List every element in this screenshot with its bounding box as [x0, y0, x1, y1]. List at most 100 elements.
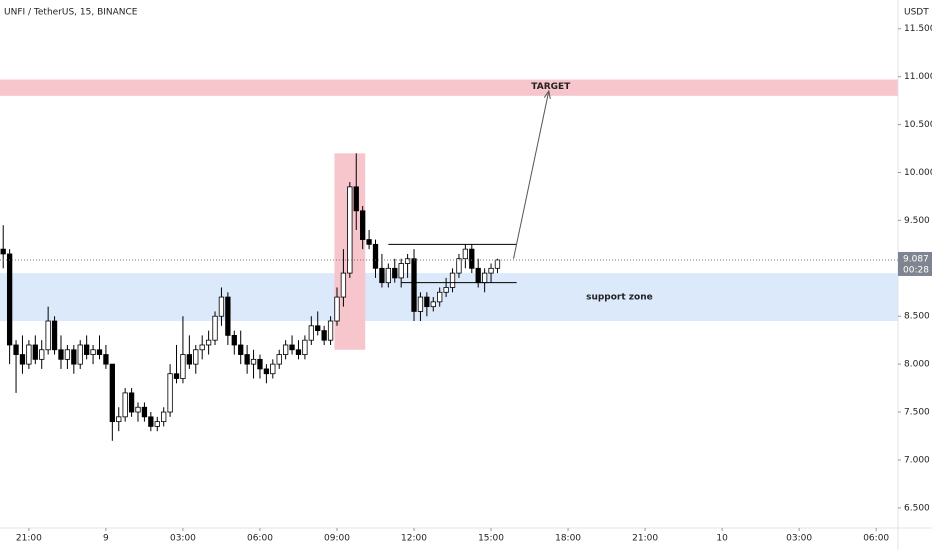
candle-body	[437, 291, 443, 303]
candle-body	[456, 258, 462, 274]
candle-body	[0, 248, 6, 255]
y-tick-label: 9.500	[904, 216, 930, 226]
candle-body	[45, 320, 51, 351]
candle-body	[32, 344, 38, 360]
y-tick-label: 7.500	[904, 408, 930, 418]
candle-body	[475, 267, 481, 284]
candle-body	[225, 296, 231, 336]
candle-body	[58, 349, 64, 360]
candle-body	[193, 349, 199, 365]
y-tick-label: 8.500	[904, 312, 930, 322]
candle-body	[276, 354, 282, 365]
arrow-head	[543, 89, 551, 99]
candle-body	[327, 320, 334, 341]
last-price-box	[898, 251, 932, 276]
candle-body	[90, 349, 96, 355]
candle-body	[270, 363, 276, 375]
candle-body	[173, 373, 180, 379]
candle-body	[231, 334, 237, 346]
candle-body	[289, 344, 295, 351]
candle-body	[238, 344, 244, 355]
candle-body	[122, 392, 128, 418]
candle-body	[205, 339, 212, 346]
candle-body	[26, 344, 32, 365]
candle-body	[84, 344, 90, 355]
candle-body	[347, 186, 353, 274]
candle-body	[360, 210, 366, 240]
candle-body	[430, 301, 436, 308]
candle-body	[372, 243, 379, 269]
candle-body	[212, 315, 218, 341]
target-label: TARGET	[531, 82, 571, 92]
candle-body	[64, 349, 71, 360]
candle-body	[250, 358, 257, 365]
x-tick-label: 03:00	[170, 534, 196, 544]
candle-body	[109, 363, 115, 423]
arrow-line	[513, 90, 550, 259]
candle-body	[411, 258, 417, 312]
support-zone	[0, 273, 898, 322]
last-price-label: 9.087	[903, 254, 929, 264]
candle-body	[385, 267, 391, 284]
support-label: support zone	[586, 293, 653, 303]
candle-body	[218, 296, 225, 317]
candle-body	[315, 325, 321, 331]
y-tick-label: 10.000	[904, 168, 932, 178]
candle-body	[282, 344, 289, 355]
candle-body	[353, 186, 359, 212]
candle-body	[19, 354, 26, 365]
candle-body	[366, 239, 372, 245]
x-tick-label: 9	[103, 534, 109, 544]
x-tick-label: 12:00	[401, 534, 427, 544]
candle-body	[180, 354, 186, 379]
candle-body	[39, 349, 45, 360]
candle-body	[244, 354, 250, 365]
y-tick-label: 7.000	[904, 455, 930, 465]
candle-body	[96, 349, 103, 355]
candle-body	[103, 354, 109, 365]
candle-body	[116, 416, 122, 423]
candle-body	[77, 344, 83, 365]
countdown-label: 00:28	[903, 265, 929, 275]
candle-body	[340, 272, 347, 298]
candle-body	[135, 406, 141, 413]
candle-body	[263, 368, 270, 375]
candle-body	[302, 339, 308, 355]
candle-body	[424, 296, 430, 308]
x-tick-label: 06:00	[863, 534, 889, 544]
candle-body	[13, 344, 19, 355]
candle-body	[199, 344, 205, 351]
candle-body	[141, 406, 148, 418]
candle-body	[128, 392, 135, 413]
candle-body	[469, 248, 475, 269]
x-tick-label: 06:00	[247, 534, 273, 544]
chart-title: UNFI / TetherUS, 15, BINANCE	[4, 8, 138, 18]
target-zone	[0, 79, 898, 96]
y-tick-label: 6.500	[904, 503, 930, 513]
x-tick-label: 09:00	[324, 534, 350, 544]
candle-body	[154, 421, 160, 427]
candle-body	[308, 325, 314, 341]
candle-body	[295, 349, 302, 355]
candle-body	[148, 416, 154, 427]
candle-body	[392, 267, 398, 279]
candle-body	[481, 272, 488, 284]
candle-body	[186, 354, 193, 365]
candle-body	[161, 411, 167, 423]
candle-body	[443, 287, 449, 293]
x-tick-label: 03:00	[786, 534, 812, 544]
x-tick-label: 10	[716, 534, 728, 544]
candle-body	[462, 248, 469, 260]
candle-body	[257, 358, 263, 370]
candle-body	[6, 253, 13, 346]
y-tick-label: 10.500	[904, 120, 932, 130]
x-tick-label: 15:00	[478, 534, 504, 544]
candle-body	[321, 330, 327, 341]
x-tick-label: 21:00	[16, 534, 42, 544]
candle-body	[404, 258, 411, 264]
candle-body	[494, 259, 501, 269]
candle-body	[51, 320, 58, 351]
candle-body	[417, 296, 424, 312]
candle-body	[167, 373, 173, 413]
